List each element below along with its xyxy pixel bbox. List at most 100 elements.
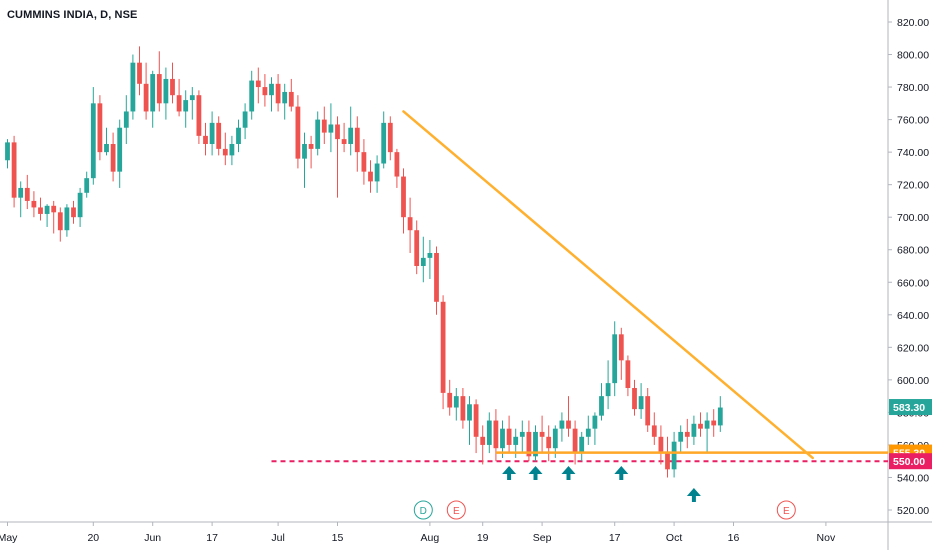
- x-tick-label: Jul: [271, 532, 284, 544]
- candle-body: [592, 415, 598, 429]
- event-marker-circle: [776, 500, 796, 520]
- y-tick-label: 720.00: [897, 180, 929, 192]
- x-tick-label: May: [0, 532, 18, 544]
- candle-body: [651, 425, 657, 437]
- candle-body: [24, 187, 30, 201]
- y-tick-label: 680.00: [897, 245, 929, 257]
- y-tick-label: 620.00: [897, 342, 929, 354]
- candle-body: [163, 78, 169, 104]
- arrow-up-shape: [686, 488, 701, 502]
- candle-body: [368, 171, 373, 182]
- candle-body: [31, 200, 37, 208]
- y-tick-label: 640.00: [897, 310, 929, 322]
- y-tick-label: 520.00: [897, 505, 929, 517]
- candle-body: [57, 212, 63, 231]
- candle-body: [302, 144, 307, 159]
- event-marker-label: E: [453, 506, 460, 517]
- candle-body: [137, 62, 142, 84]
- candle-body: [691, 423, 697, 437]
- candle-body: [156, 74, 162, 104]
- candle-body: [335, 124, 340, 140]
- event-marker-circle: [413, 500, 433, 520]
- candle-body: [638, 396, 644, 410]
- arrow-up-shape: [502, 466, 517, 480]
- candle-body: [447, 392, 453, 408]
- x-tick-label: 15: [332, 532, 344, 544]
- candle-body: [203, 135, 208, 144]
- candle-body: [394, 152, 400, 177]
- candle-body: [328, 124, 334, 133]
- candle-body: [467, 404, 472, 421]
- candle-body: [110, 144, 116, 172]
- x-tick-label: Oct: [666, 532, 682, 544]
- candle-body: [321, 119, 327, 133]
- event-marker-label: E: [783, 506, 790, 517]
- arrow-up-icon: [686, 488, 701, 502]
- candle-body: [117, 127, 123, 172]
- candle-body: [5, 142, 10, 161]
- candle-body: [51, 205, 57, 213]
- x-tick-label: 17: [206, 532, 218, 544]
- candle-body: [97, 103, 103, 153]
- candle-body: [176, 95, 182, 112]
- candle-body: [104, 144, 109, 153]
- arrow-up-icon: [614, 466, 629, 480]
- candle-body: [262, 87, 268, 96]
- x-tick-label: 19: [477, 532, 489, 544]
- candle-body: [579, 436, 585, 454]
- candle-body: [420, 257, 426, 266]
- candle-body: [38, 207, 43, 214]
- candle-body: [486, 420, 492, 445]
- x-tick-label: Jun: [144, 532, 161, 544]
- arrow-up-shape: [614, 466, 629, 480]
- x-tick-label: Sep: [533, 532, 552, 544]
- candles-group: [5, 46, 723, 478]
- candle-body: [269, 83, 274, 96]
- y-tick-label: 600.00: [897, 375, 929, 387]
- candle-body: [249, 80, 255, 112]
- candle-body: [599, 396, 604, 416]
- candle-body: [401, 176, 406, 218]
- candle-body: [684, 431, 690, 437]
- candle-body: [229, 144, 235, 156]
- candle-body: [506, 428, 512, 445]
- candle-body: [189, 95, 195, 101]
- candle-body: [348, 127, 354, 144]
- chart-title: CUMMINS INDIA, D, NSE: [7, 9, 138, 21]
- candle-body: [77, 192, 83, 218]
- candle-body: [64, 207, 70, 231]
- candle-body: [711, 420, 717, 426]
- candle-body: [183, 100, 189, 112]
- candle-body: [374, 163, 380, 182]
- candle-body: [618, 334, 624, 361]
- arrow-up-shape: [528, 466, 543, 480]
- y-tick-label: 540.00: [897, 472, 929, 484]
- y-tick-label: 740.00: [897, 147, 929, 159]
- y-tick-label: 760.00: [897, 115, 929, 127]
- candle-body: [519, 431, 525, 437]
- candle-body: [209, 122, 215, 144]
- candle-body: [236, 127, 241, 144]
- candle-body: [44, 205, 50, 214]
- candle-body: [500, 428, 505, 449]
- candle-body: [632, 388, 637, 410]
- event-marker-circle: [446, 500, 466, 520]
- candle-body: [552, 428, 558, 449]
- candle-body: [612, 334, 618, 384]
- candle-body: [222, 148, 228, 156]
- candle-body: [407, 217, 413, 231]
- candle-body: [440, 301, 446, 393]
- x-tick-label: Aug: [421, 532, 440, 544]
- x-tick-label: 20: [87, 532, 99, 544]
- price-label-box: [889, 399, 932, 416]
- candle-body: [341, 139, 347, 144]
- x-tick-label: 17: [609, 532, 621, 544]
- candle-body: [493, 420, 499, 449]
- candle-body: [533, 431, 538, 457]
- candle-body: [625, 360, 631, 388]
- y-tick-label: 820.00: [897, 17, 929, 29]
- arrow-up-icon: [528, 466, 543, 480]
- candle-body: [566, 420, 571, 429]
- y-tick-label: 660.00: [897, 277, 929, 289]
